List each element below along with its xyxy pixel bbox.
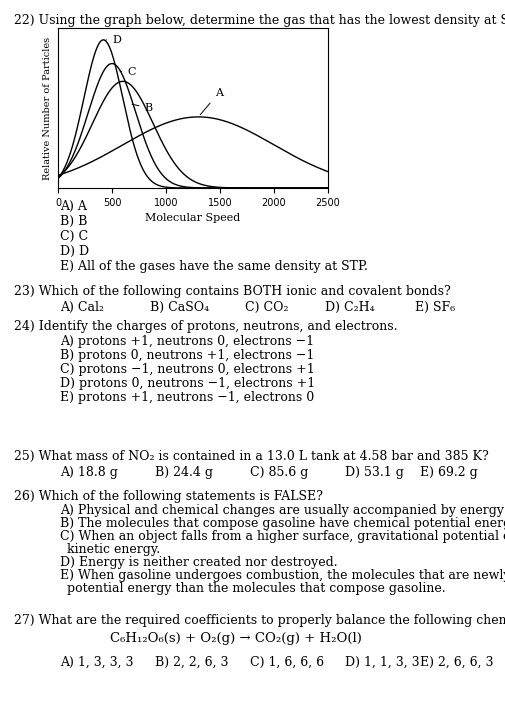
Text: C₆H₁₂O₆(s) + O₂(g) → CO₂(g) + H₂O(l): C₆H₁₂O₆(s) + O₂(g) → CO₂(g) + H₂O(l) — [110, 632, 362, 645]
Text: C) 85.6 g: C) 85.6 g — [250, 466, 309, 479]
Text: A) Physical and chemical changes are usually accompanied by energy changes.: A) Physical and chemical changes are usu… — [60, 504, 505, 517]
Text: C) protons −1, neutrons 0, electrons +1: C) protons −1, neutrons 0, electrons +1 — [60, 363, 315, 376]
Text: A) A: A) A — [60, 200, 87, 213]
Text: B) 24.4 g: B) 24.4 g — [155, 466, 213, 479]
Text: B: B — [132, 103, 153, 113]
Text: D) 1, 1, 3, 3: D) 1, 1, 3, 3 — [345, 656, 420, 669]
X-axis label: Molecular Speed: Molecular Speed — [145, 213, 240, 223]
Text: 22) Using the graph below, determine the gas that has the lowest density at STP.: 22) Using the graph below, determine the… — [14, 14, 505, 27]
Text: 26) Which of the following statements is FALSE?: 26) Which of the following statements is… — [14, 490, 323, 503]
Text: C) 1, 6, 6, 6: C) 1, 6, 6, 6 — [250, 656, 324, 669]
Text: A) 18.8 g: A) 18.8 g — [60, 466, 118, 479]
Text: B) protons 0, neutrons +1, electrons −1: B) protons 0, neutrons +1, electrons −1 — [60, 349, 315, 362]
Text: D) Energy is neither created nor destroyed.: D) Energy is neither created nor destroy… — [60, 556, 338, 569]
Text: 24) Identify the charges of protons, neutrons, and electrons.: 24) Identify the charges of protons, neu… — [14, 320, 397, 333]
Text: D) 53.1 g: D) 53.1 g — [345, 466, 404, 479]
Text: E) 2, 6, 6, 3: E) 2, 6, 6, 3 — [420, 656, 493, 669]
Text: A) protons +1, neutrons 0, electrons −1: A) protons +1, neutrons 0, electrons −1 — [60, 335, 314, 348]
Text: E) SF₆: E) SF₆ — [415, 301, 455, 314]
Text: B) The molecules that compose gasoline have chemical potential energy.: B) The molecules that compose gasoline h… — [60, 517, 505, 530]
Text: C) CO₂: C) CO₂ — [245, 301, 288, 314]
Text: E) When gasoline undergoes combustion, the molecules that are newly formed have : E) When gasoline undergoes combustion, t… — [60, 569, 505, 582]
Text: B) B: B) B — [60, 215, 87, 228]
Text: B) CaSO₄: B) CaSO₄ — [150, 301, 209, 314]
Text: D) D: D) D — [60, 245, 89, 258]
Text: E) All of the gases have the same density at STP.: E) All of the gases have the same densit… — [60, 260, 368, 273]
Text: 25) What mass of NO₂ is contained in a 13.0 L tank at 4.58 bar and 385 K?: 25) What mass of NO₂ is contained in a 1… — [14, 450, 489, 463]
Text: C: C — [120, 68, 136, 77]
Text: E) 69.2 g: E) 69.2 g — [420, 466, 478, 479]
Text: 23) Which of the following contains BOTH ionic and covalent bonds?: 23) Which of the following contains BOTH… — [14, 285, 451, 298]
Text: B) 2, 2, 6, 3: B) 2, 2, 6, 3 — [155, 656, 228, 669]
Text: E) protons +1, neutrons −1, electrons 0: E) protons +1, neutrons −1, electrons 0 — [60, 391, 314, 404]
Text: C) C: C) C — [60, 230, 88, 243]
Text: A) 1, 3, 3, 3: A) 1, 3, 3, 3 — [60, 656, 133, 669]
Text: 27) What are the required coefficients to properly balance the following chemica: 27) What are the required coefficients t… — [14, 614, 505, 627]
Text: A) Cal₂: A) Cal₂ — [60, 301, 104, 314]
Text: A: A — [200, 88, 223, 114]
Text: D) protons 0, neutrons −1, electrons +1: D) protons 0, neutrons −1, electrons +1 — [60, 377, 315, 390]
Text: potential energy than the molecules that compose gasoline.: potential energy than the molecules that… — [67, 582, 445, 595]
Text: D: D — [106, 35, 121, 45]
Text: D) C₂H₄: D) C₂H₄ — [325, 301, 375, 314]
Text: C) When an object falls from a higher surface, gravitational potential energy co: C) When an object falls from a higher su… — [60, 530, 505, 543]
Text: kinetic energy.: kinetic energy. — [67, 543, 160, 556]
Y-axis label: Relative Number of Particles: Relative Number of Particles — [43, 36, 53, 180]
